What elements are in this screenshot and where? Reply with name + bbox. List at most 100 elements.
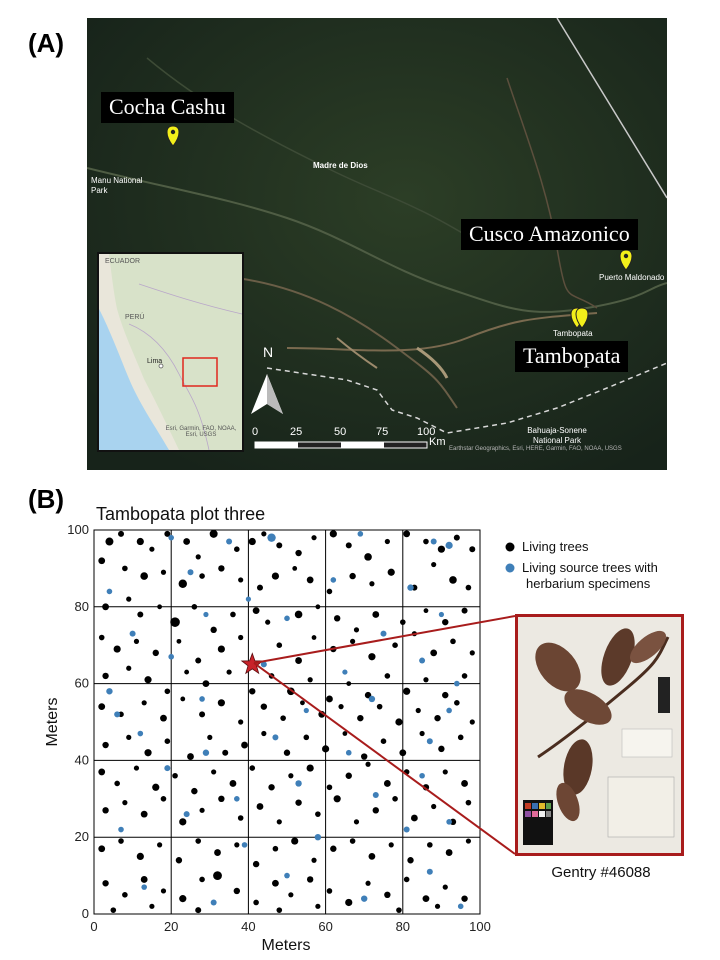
living-tree-point [410,814,418,822]
inset-basemap [99,254,242,450]
x-tick-label: 0 [90,919,97,934]
living-tree-point [276,907,283,913]
y-tick-label: 60 [75,676,89,691]
living-tree-point [383,780,391,787]
living-tree-point [230,611,236,618]
north-label: N [263,344,274,360]
living-tree-point [160,796,167,802]
living-tree-point [442,618,449,626]
living-tree-point [164,738,171,744]
living-tree-point [431,803,437,810]
source-tree-point [303,707,309,714]
living-tree-point [430,649,438,657]
living-tree-point [427,842,433,848]
living-tree-point [445,849,453,856]
color-checker-card [523,800,553,845]
living-tree-point [295,549,302,557]
peru-inset-map: ECUADOR PERÚ Lima Esri, Garmin, FAO, NOA… [97,252,244,452]
legend-living-marker [505,542,515,552]
source-tree-point [241,842,248,848]
living-tree-point [271,572,280,580]
living-tree-point [133,765,140,771]
living-tree-point [399,749,407,757]
living-tree-point [423,538,429,545]
living-tree-point [315,903,321,909]
living-tree-point [353,627,360,633]
scale-tick-50: 50 [334,426,347,438]
source-tree-point [380,630,387,637]
living-tree-point [361,753,368,760]
living-tree-point [241,741,248,749]
y-tick-label: 100 [67,522,89,537]
living-tree-point [384,891,391,898]
living-tree-point [126,665,132,671]
living-tree-point [465,584,472,591]
x-tick-label: 40 [241,919,255,934]
y-tick-label: 0 [82,906,89,921]
living-tree-point [329,530,337,538]
living-tree-point [179,818,187,826]
living-tree-point [326,695,333,703]
living-tree-point [461,673,468,679]
living-tree-point [431,561,437,568]
living-tree-point [175,857,183,864]
source-tree-point [202,749,210,756]
living-tree-point [438,745,445,753]
tambopata-label: Tambopata [515,341,629,372]
living-tree-point [338,704,344,710]
living-tree-point [195,907,202,914]
living-tree-point [144,749,152,757]
scale-tick-25: 25 [290,426,303,438]
living-tree-point [199,876,205,883]
living-tree-point [102,807,109,814]
living-tree-point [307,677,313,683]
living-tree-point [113,645,121,653]
living-tree-point [256,803,264,810]
y-tick-label: 80 [75,599,89,614]
living-tree-point [345,772,352,779]
living-tree-point [191,787,198,795]
legend-living-label: Living trees [522,539,589,554]
living-tree-point [126,596,132,602]
living-tree-point [384,538,390,545]
manu-park-label: Manu National Park [91,176,143,195]
x-tick-label: 100 [469,919,491,934]
living-tree-point [233,887,241,895]
study-sites-map: Cocha Cashu Cusco Amazonico Tambopata Ma… [87,18,667,470]
source-tree-point [295,780,302,787]
source-tree-point [272,734,279,741]
living-tree-point [118,530,125,537]
living-tree-point [349,572,356,580]
living-tree-point [157,842,163,848]
living-tree-point [268,673,275,679]
panel-a-label: (A) [28,28,65,58]
living-tree-point [376,703,383,710]
living-tree-point [295,657,302,664]
living-tree-point [294,610,303,619]
living-tree-point [183,538,191,545]
living-tree-point [199,573,205,579]
inset-country-ecuador: ECUADOR [105,258,141,265]
living-tree-point [126,734,132,740]
living-tree-point [287,687,295,696]
living-tree-point [226,669,232,675]
living-tree-point [136,537,144,546]
legend-source-marker [505,563,515,573]
living-tree-point [98,768,106,776]
source-tree-point [446,819,452,825]
living-tree-point [218,795,225,802]
puerto-maldonado-label: Puerto Maldonado [599,273,665,282]
living-tree-point [333,615,341,622]
herbarium-sheet-image [518,617,681,853]
living-tree-point [330,845,337,852]
living-tree-point [422,784,430,791]
living-tree-point [311,635,317,640]
living-tree-point [172,772,178,779]
source-tree-point [419,772,425,779]
north-arrow-icon [251,374,283,414]
source-tree-point [168,653,174,660]
living-tree-point [160,714,167,722]
living-tree-point [256,584,263,591]
living-tree-point [461,780,468,787]
living-tree-point [288,773,294,779]
